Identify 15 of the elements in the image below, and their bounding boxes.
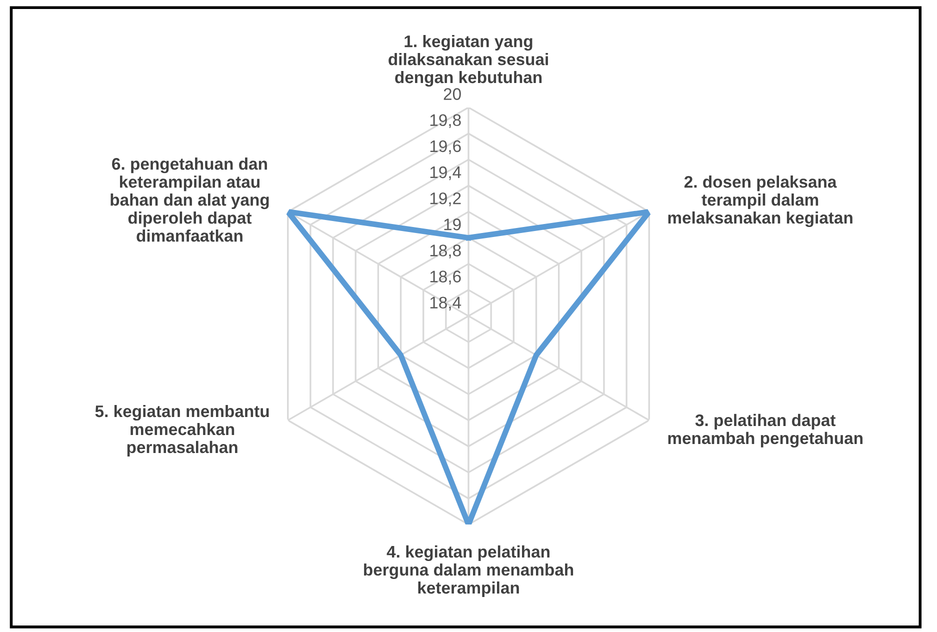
spoke-label: 4. kegiatan pelatihan berguna dalam menambah keterampilan	[364, 545, 574, 597]
spoke-label: 5. kegiatan membantu memecahkan permasalahan	[95, 404, 269, 456]
y-tick-label: 18,6	[430, 270, 461, 284]
y-tick-label: 19	[444, 218, 461, 230]
spoke-label: 3. pelatihan dapat menambah pengetahuan	[668, 414, 862, 448]
y-tick-label: 20	[444, 88, 461, 100]
y-tick-label: 19,6	[430, 140, 461, 154]
spoke-label: 2. dosen pelaksana terampil dalam melaksanakan kegiatan	[668, 176, 852, 228]
y-tick-label: 19,2	[430, 192, 461, 206]
spoke-label: 1. kegiatan yang dilaksanakan sesuai dengan kebutuhan	[388, 35, 548, 87]
spoke-label: 6. pengetahuan dan keterampilan atau bahan dan alat yang diperoleh dapat dimanfaatkan	[110, 158, 269, 242]
y-tick-label: 18,4	[430, 296, 462, 311]
y-tick-label: 18,8	[430, 244, 461, 258]
y-tick-label: 19,8	[430, 114, 461, 128]
y-tick-label: 19,4	[430, 166, 462, 180]
